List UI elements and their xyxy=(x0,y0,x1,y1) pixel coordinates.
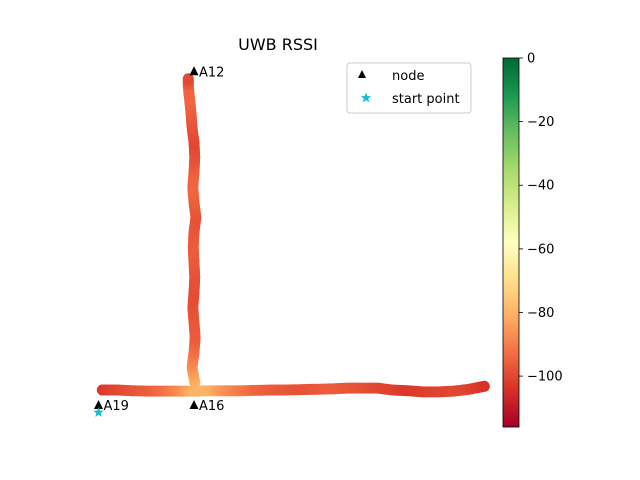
colorbar-tick-label: −60 xyxy=(527,242,554,257)
legend: node start point xyxy=(346,62,472,114)
legend-star-shape xyxy=(360,92,372,103)
legend-node-label: node xyxy=(392,69,424,84)
node-marker xyxy=(189,66,199,76)
node-label: A19 xyxy=(104,399,129,414)
colorbar: 0 −20 −40 −60 −80 −100 xyxy=(502,52,563,428)
node-layer: A12 A19 A16 xyxy=(93,65,224,417)
colorbar-tick-label: −80 xyxy=(527,306,554,321)
legend-node-icon xyxy=(358,70,366,78)
colorbar-tick-label: 0 xyxy=(527,52,535,67)
trajectory-point xyxy=(478,380,490,392)
node-marker xyxy=(94,400,103,409)
colorbar-tick-label: −40 xyxy=(527,179,554,194)
start-point-marker xyxy=(93,407,104,417)
legend-box xyxy=(346,62,472,114)
trajectory-layer xyxy=(96,73,490,398)
colorbar-tick-label: −100 xyxy=(527,370,563,385)
legend-start-label: start point xyxy=(392,92,460,107)
colorbar-ticks: 0 −20 −40 −60 −80 −100 xyxy=(519,52,563,385)
trajectory-point xyxy=(182,73,194,85)
colorbar-gradient xyxy=(502,57,520,428)
colorbar-tick-label: −20 xyxy=(527,115,554,130)
node-label: A16 xyxy=(199,399,224,414)
legend-start-icon xyxy=(360,92,372,103)
node-marker xyxy=(189,400,199,409)
node-label: A12 xyxy=(199,65,224,80)
chart-title: UWB RSSI xyxy=(238,35,318,54)
